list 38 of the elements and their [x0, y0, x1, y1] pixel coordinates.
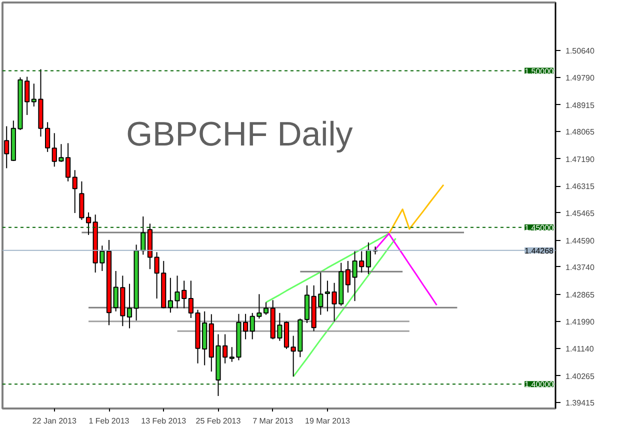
x-tick-label: 22 Jan 2013	[32, 416, 77, 426]
x-tick-label: 1 Feb 2013	[88, 416, 130, 426]
line-series	[292, 238, 396, 378]
y-tick-label: 1.43740	[566, 262, 595, 272]
x-tick-label: 19 Mar 2013	[305, 416, 350, 426]
line-series	[388, 184, 444, 234]
candlestick	[126, 283, 132, 329]
x-tick-label: 25 Feb 2013	[196, 416, 242, 426]
y-tick-label: 1.48065	[566, 127, 595, 136]
candlestick	[366, 242, 371, 275]
ref-line-label: 1.50000	[524, 66, 554, 76]
ref-line-label: 1.40000	[524, 380, 554, 390]
y-tick-label: 1.40265	[566, 372, 595, 381]
y-tick-label: 1.42865	[566, 290, 595, 300]
text: GBPCHF Daily	[126, 115, 353, 154]
candlestick	[86, 212, 92, 236]
y-tick-label: 1.39415	[566, 398, 595, 408]
candlestick	[188, 280, 194, 318]
y-tick-label: 1.50640	[566, 46, 595, 56]
y-tick-label: 1.41990	[566, 318, 595, 327]
y-tick-label: 1.47190	[566, 154, 595, 164]
y-tick-label: 1.44590	[566, 236, 595, 246]
candlestick	[140, 216, 146, 256]
x-tick-label: 7 Mar 2013	[252, 416, 294, 426]
y-tick-label: 1.41140	[566, 344, 594, 354]
y-tick-label: 1.49790	[566, 73, 595, 82]
ref-line-label: 1.44268	[524, 246, 554, 256]
y-tick-label: 1.45465	[566, 208, 595, 218]
x-tick-label: 13 Feb 2013	[141, 416, 187, 426]
ref-line-label: 1.45000	[524, 223, 554, 232]
candlestick	[72, 170, 78, 214]
y-tick-label: 1.48915	[566, 100, 595, 110]
y-tick-label: 1.46315	[566, 182, 595, 192]
candlestick	[324, 280, 330, 312]
candlestick	[263, 302, 269, 316]
line-series	[265, 232, 390, 304]
candlestick	[4, 126, 10, 169]
candlestick	[229, 346, 234, 362]
